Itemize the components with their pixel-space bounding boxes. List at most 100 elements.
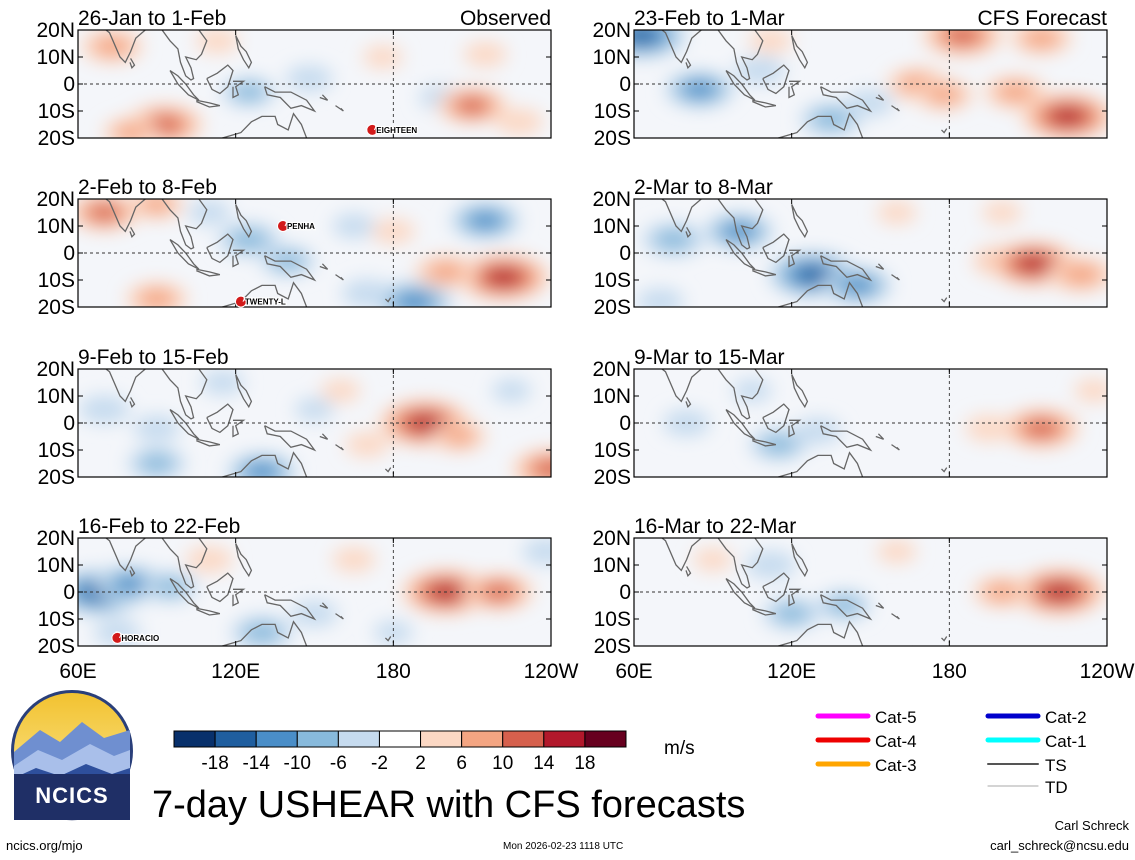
anomaly-contour — [397, 292, 432, 307]
anomaly-contour — [133, 415, 181, 442]
anomaly-contour — [463, 42, 507, 67]
coastline — [235, 543, 253, 578]
coastline — [232, 249, 246, 268]
x-tick-label: 120E — [211, 660, 260, 683]
anomaly-contour — [138, 453, 175, 474]
colorbar-label: 14 — [533, 753, 555, 774]
colorbar-swatch — [296, 730, 339, 748]
y-tick-label: 20S — [594, 635, 631, 658]
y-tick-label: 20N — [592, 527, 631, 550]
anomaly-contour — [332, 547, 376, 572]
coastline — [725, 238, 756, 270]
legend-label: Cat-3 — [875, 756, 917, 775]
y-tick-label: 20S — [38, 127, 75, 150]
x-tick-label: 60E — [615, 660, 652, 683]
map-panel: 20N 10N 0 10S 20S 16-Mar to 22-Mar 60E 120E 180 1… — [592, 515, 1134, 683]
coastline — [819, 594, 873, 621]
coastline — [941, 636, 948, 642]
coastline — [129, 397, 136, 409]
anomaly-contour — [373, 621, 413, 644]
colorbar-swatch — [461, 730, 504, 748]
x-tick-label: 120E — [767, 660, 816, 683]
y-tick-label: 20N — [592, 19, 631, 42]
coastline — [791, 204, 809, 239]
colorbar-label: -10 — [284, 753, 311, 774]
anomaly-contour — [812, 108, 851, 130]
anomaly-contour — [522, 538, 551, 565]
anomaly-contour — [693, 548, 733, 571]
coastline — [875, 433, 885, 440]
coastline — [777, 620, 864, 646]
storm-marker: HORACIO — [111, 631, 160, 644]
y-tick-label: 10S — [38, 608, 75, 631]
coastline — [319, 94, 329, 101]
anomaly-contour — [745, 551, 796, 579]
coastline — [788, 80, 802, 99]
coastline — [685, 397, 692, 409]
anomaly-contour — [187, 200, 231, 225]
y-tick-label: 20N — [36, 19, 75, 42]
column-title: CFS Forecast — [977, 7, 1107, 30]
colorbar-label: 2 — [415, 753, 426, 774]
anomaly-contour — [926, 85, 962, 105]
storm-swirl — [370, 123, 377, 131]
panel-date-label: 2-Feb to 8-Feb — [78, 176, 217, 199]
colorbar-swatch — [214, 730, 257, 748]
anomaly-contour — [663, 409, 710, 437]
colorbar-label: 10 — [492, 753, 513, 774]
legend-entry: Cat-1 — [985, 732, 1087, 751]
coastline — [941, 467, 948, 473]
column-title: Observed — [460, 7, 551, 30]
coastline — [791, 374, 809, 409]
coastline — [104, 30, 147, 64]
y-tick-label: 0 — [619, 412, 631, 435]
anomaly-contour — [232, 82, 266, 102]
legend-label: Cat-1 — [1045, 732, 1087, 751]
y-tick-label: 20N — [36, 188, 75, 211]
coastline — [161, 30, 208, 81]
anomaly-contour — [78, 395, 130, 424]
coastline — [169, 69, 200, 101]
coastline — [762, 233, 790, 264]
coastline — [941, 128, 948, 134]
coastline — [319, 263, 329, 270]
coastline — [891, 274, 900, 281]
coastline — [891, 613, 900, 620]
x-tick-label: 180 — [376, 660, 411, 683]
y-tick-label: 20N — [36, 527, 75, 550]
anomaly-contour — [185, 546, 233, 573]
colorbar-swatch — [584, 730, 627, 748]
coastline — [221, 620, 308, 646]
anomaly-contour — [332, 213, 376, 239]
author-email[interactable]: carl_schreck@ncsu.edu — [990, 838, 1129, 853]
anomaly-contour — [469, 212, 501, 229]
anomaly-contour — [1043, 583, 1076, 601]
site-url[interactable]: ncics.org/mjo — [6, 838, 83, 853]
y-tick-label: 0 — [63, 412, 75, 435]
coastline — [129, 566, 136, 578]
coastline — [717, 199, 764, 250]
anomaly-contour — [1074, 379, 1107, 402]
x-tick-label: 180 — [932, 660, 967, 683]
coastline — [161, 199, 208, 250]
coastline — [791, 543, 809, 578]
anomaly-contour — [944, 30, 981, 45]
anomaly-contour — [496, 108, 543, 135]
anomaly-contour — [93, 36, 132, 57]
anomaly-contour — [533, 460, 551, 477]
colorbar-swatch — [543, 730, 586, 748]
coastline — [235, 374, 253, 409]
author-name: Carl Schreck — [1054, 818, 1129, 833]
coastline — [777, 281, 864, 307]
coastline — [819, 86, 873, 113]
colorbar-label: -2 — [371, 753, 388, 774]
anomaly-contour — [654, 229, 693, 250]
coastline — [104, 369, 147, 403]
panel-date-label: 16-Mar to 22-Mar — [634, 515, 796, 538]
coastline — [169, 577, 200, 609]
anomaly-contour — [1051, 108, 1084, 125]
coastline — [685, 226, 692, 239]
coastline — [819, 255, 873, 282]
map-panel: 20N 10N 0 10S 20S 16-Feb to 22-Feb 60E 120E 180 1… — [36, 515, 578, 683]
